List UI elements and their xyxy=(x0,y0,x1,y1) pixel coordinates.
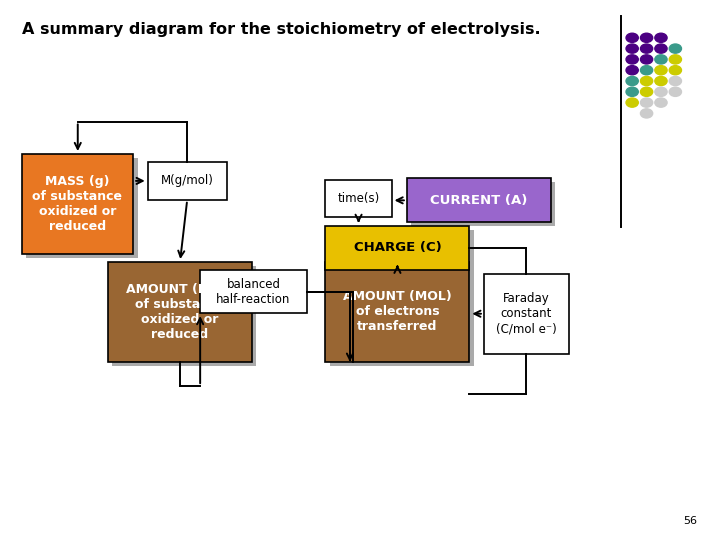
FancyBboxPatch shape xyxy=(411,182,555,226)
Circle shape xyxy=(655,87,667,96)
FancyBboxPatch shape xyxy=(200,270,307,313)
FancyBboxPatch shape xyxy=(112,266,256,366)
Circle shape xyxy=(641,109,653,118)
Circle shape xyxy=(655,55,667,64)
Circle shape xyxy=(655,65,667,75)
FancyBboxPatch shape xyxy=(325,262,469,362)
FancyBboxPatch shape xyxy=(325,180,392,217)
Circle shape xyxy=(655,44,667,53)
Circle shape xyxy=(670,76,681,85)
FancyBboxPatch shape xyxy=(484,274,569,354)
Text: CHARGE (C): CHARGE (C) xyxy=(354,241,441,254)
Circle shape xyxy=(655,76,667,85)
Text: 56: 56 xyxy=(683,516,697,526)
Circle shape xyxy=(641,55,653,64)
Circle shape xyxy=(670,65,681,75)
Circle shape xyxy=(655,98,667,107)
Circle shape xyxy=(641,33,653,42)
Circle shape xyxy=(641,44,653,53)
Text: AMOUNT (MOL)
of electrons
transferred: AMOUNT (MOL) of electrons transferred xyxy=(343,291,452,333)
FancyBboxPatch shape xyxy=(108,262,252,362)
Text: Faraday
constant
(C/mol e⁻): Faraday constant (C/mol e⁻) xyxy=(496,292,557,335)
FancyBboxPatch shape xyxy=(26,158,138,258)
FancyBboxPatch shape xyxy=(330,230,474,274)
FancyBboxPatch shape xyxy=(330,266,474,366)
Circle shape xyxy=(626,55,638,64)
Circle shape xyxy=(641,76,653,85)
FancyBboxPatch shape xyxy=(407,178,551,222)
FancyBboxPatch shape xyxy=(22,154,133,254)
Circle shape xyxy=(641,98,653,107)
FancyBboxPatch shape xyxy=(325,226,469,270)
Circle shape xyxy=(655,33,667,42)
Text: M(g/mol): M(g/mol) xyxy=(161,174,214,187)
Circle shape xyxy=(626,76,638,85)
Circle shape xyxy=(641,87,653,96)
Circle shape xyxy=(670,55,681,64)
Text: balanced
half-reaction: balanced half-reaction xyxy=(216,278,291,306)
Circle shape xyxy=(670,44,681,53)
Circle shape xyxy=(626,44,638,53)
Circle shape xyxy=(641,65,653,75)
Text: time(s): time(s) xyxy=(338,192,379,205)
Text: AMOUNT (MOL)
of substance
oxidized or
reduced: AMOUNT (MOL) of substance oxidized or re… xyxy=(125,283,235,341)
Circle shape xyxy=(626,65,638,75)
Circle shape xyxy=(626,87,638,96)
Circle shape xyxy=(626,98,638,107)
Text: MASS (g)
of substance
oxidized or
reduced: MASS (g) of substance oxidized or reduce… xyxy=(32,175,122,233)
Circle shape xyxy=(670,87,681,96)
FancyBboxPatch shape xyxy=(148,162,227,200)
Text: A summary diagram for the stoichiometry of electrolysis.: A summary diagram for the stoichiometry … xyxy=(22,22,540,37)
Circle shape xyxy=(626,33,638,42)
Text: CURRENT (A): CURRENT (A) xyxy=(430,194,528,207)
